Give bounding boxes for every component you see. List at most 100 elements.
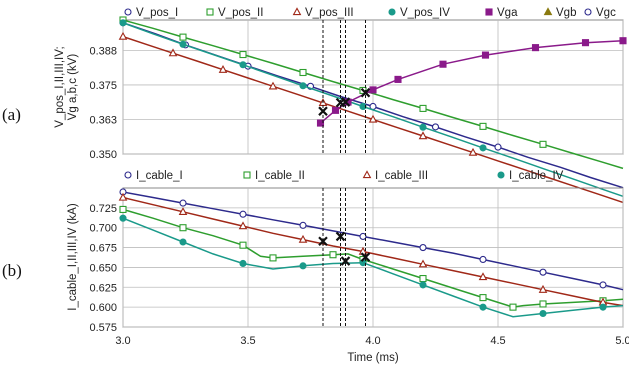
legend-marker-v-pos-ii bbox=[206, 8, 214, 16]
legend-a: V_pos_I V_pos_II V_pos_III V_pos_IV Vga Vgb Vg… bbox=[124, 7, 616, 19]
point-v-pos-iii-14 bbox=[468, 147, 478, 156]
point-i-cable-ii-12 bbox=[419, 274, 427, 283]
series-line-i-cable-ii bbox=[122, 208, 624, 308]
point-v-pos-i-10 bbox=[431, 123, 440, 131]
point-vga-6 bbox=[481, 51, 490, 59]
legend-marker-i-cable-iii bbox=[362, 170, 372, 179]
series-b bbox=[118, 188, 624, 327]
point-vga-7 bbox=[531, 44, 540, 52]
point-v-pos-iv-2 bbox=[179, 40, 187, 48]
y-tick-label-b-4: 0.675 bbox=[89, 243, 117, 255]
x-tick-label-4: 5.0 bbox=[615, 335, 629, 347]
legend-marker-i-cable-i bbox=[124, 171, 132, 179]
legend-marker-vgb bbox=[543, 7, 553, 16]
point-i-cable-i-8 bbox=[359, 232, 367, 241]
legend-item-v-pos-i: V_pos_I bbox=[124, 7, 178, 19]
crossing-marker-b-1 bbox=[335, 231, 346, 242]
series-line-i-cable-iv bbox=[122, 217, 624, 318]
y-tick-label-a-2: 0.375 bbox=[89, 80, 117, 92]
point-i-cable-iv-2 bbox=[179, 238, 187, 246]
y-ticks-a: 0.350 0.363 0.375 0.388 bbox=[89, 45, 117, 161]
y-tick-label-a-3: 0.388 bbox=[89, 45, 117, 57]
point-v-pos-iii-4 bbox=[218, 64, 228, 73]
point-v-pos-iii-10 bbox=[368, 114, 378, 123]
y-tick-label-a-1: 0.363 bbox=[89, 114, 117, 126]
point-i-cable-iii-14 bbox=[538, 284, 548, 293]
point-i-cable-ii-4 bbox=[239, 241, 247, 249]
legend-item-i-cable-iii: I_cable_III bbox=[362, 170, 428, 182]
legend-item-i-cable-i: I_cable_I bbox=[124, 170, 183, 182]
legend-label-i-cable-i: I_cable_I bbox=[136, 170, 183, 182]
x-ticks-b: 3.0 3.5 4.0 4.5 5.0 bbox=[115, 335, 629, 347]
series-v-pos-iv bbox=[119, 19, 624, 198]
legend-item-v-pos-iv: V_pos_IV bbox=[388, 7, 450, 19]
y-axis-label-a: V_pos_I,II,III,IV;Vg a,b,c (kV) bbox=[54, 46, 79, 127]
y-ticks-b: 0.575 0.600 0.625 0.650 0.675 0.700 0.725 bbox=[89, 203, 117, 334]
legend-label-vgb: Vgb bbox=[556, 7, 576, 19]
legend-label-v-pos-iv: V_pos_IV bbox=[400, 7, 450, 19]
point-i-cable-i-6 bbox=[299, 221, 307, 229]
point-i-cable-ii-0 bbox=[119, 205, 127, 213]
point-vga-0 bbox=[316, 119, 325, 127]
y-tick-label-b-3: 0.650 bbox=[89, 262, 117, 274]
point-v-pos-iv-10 bbox=[419, 123, 427, 131]
legend-label-vgc: Vgc bbox=[596, 7, 616, 19]
legend-marker-v-pos-iii bbox=[292, 7, 302, 16]
point-v-pos-ii-4 bbox=[239, 50, 247, 59]
y-tick-label-b-0: 0.575 bbox=[89, 322, 117, 334]
series-a bbox=[118, 16, 627, 204]
crossing-marker-b-0 bbox=[318, 236, 328, 246]
legend-item-vgb: Vgb bbox=[543, 7, 576, 19]
point-v-pos-iv-0 bbox=[119, 19, 127, 27]
point-i-cable-iv-14 bbox=[539, 309, 547, 318]
legend-marker-vga bbox=[485, 8, 493, 16]
legend-marker-i-cable-ii bbox=[243, 171, 251, 179]
point-vga-8 bbox=[581, 39, 590, 47]
crossing-marker-b-3 bbox=[360, 252, 371, 262]
point-v-pos-iv-4 bbox=[239, 61, 247, 69]
point-i-cable-iii-2 bbox=[178, 207, 188, 215]
point-vga-4 bbox=[394, 75, 402, 83]
legend-item-vga: Vga bbox=[485, 7, 518, 19]
panel-label-b: (b) bbox=[2, 261, 22, 280]
point-v-pos-i-12 bbox=[494, 143, 502, 151]
point-v-pos-ii-12 bbox=[479, 122, 487, 130]
crossing-marker-b-2 bbox=[340, 256, 351, 266]
legend-item-v-pos-iii: V_pos_III bbox=[292, 7, 354, 19]
legend-item-vgc: Vgc bbox=[584, 7, 616, 19]
point-i-cable-ii-14 bbox=[479, 294, 487, 302]
legend-item-i-cable-iv: I_cable_IV bbox=[497, 170, 564, 182]
series-v-pos-iii bbox=[118, 31, 624, 204]
point-v-pos-ii-10 bbox=[419, 104, 427, 112]
series-vga bbox=[316, 37, 627, 127]
point-v-pos-iv-12 bbox=[479, 144, 487, 152]
legend-b: I_cable_I I_cable_II I_cable_III I_cable_IV bbox=[124, 170, 564, 182]
series-i-cable-ii bbox=[119, 205, 624, 311]
point-i-cable-iv-4 bbox=[239, 259, 247, 268]
panel-label-a: (a) bbox=[2, 105, 21, 124]
legend-marker-vgc bbox=[584, 8, 592, 16]
series-i-cable-iii bbox=[118, 192, 624, 307]
x-axis-label: Time (ms) bbox=[347, 352, 398, 364]
legend-label-i-cable-ii: I_cable_II bbox=[255, 170, 305, 182]
legend-label-vga: Vga bbox=[497, 7, 518, 19]
point-v-pos-ii-2 bbox=[179, 33, 187, 41]
point-i-cable-iv-0 bbox=[119, 214, 127, 222]
x-tick-label-3: 4.5 bbox=[490, 335, 505, 347]
series-v-pos-i bbox=[119, 19, 624, 189]
point-i-cable-i-2 bbox=[179, 199, 187, 207]
legend-item-v-pos-ii: V_pos_II bbox=[206, 7, 263, 19]
legend-label-i-cable-iii: I_cable_III bbox=[375, 170, 428, 182]
x-tick-label-2: 4.0 bbox=[365, 335, 380, 347]
crossing-marker-a-0 bbox=[318, 106, 328, 116]
y-tick-label-b-6: 0.725 bbox=[89, 203, 117, 215]
point-vga-5 bbox=[439, 60, 447, 68]
legend-label-v-pos-iii: V_pos_III bbox=[305, 7, 354, 19]
point-i-cable-i-10 bbox=[419, 244, 427, 252]
point-i-cable-iv-6 bbox=[299, 262, 307, 270]
legend-item-i-cable-ii: I_cable_II bbox=[243, 170, 305, 182]
point-i-cable-ii-16 bbox=[509, 303, 517, 311]
